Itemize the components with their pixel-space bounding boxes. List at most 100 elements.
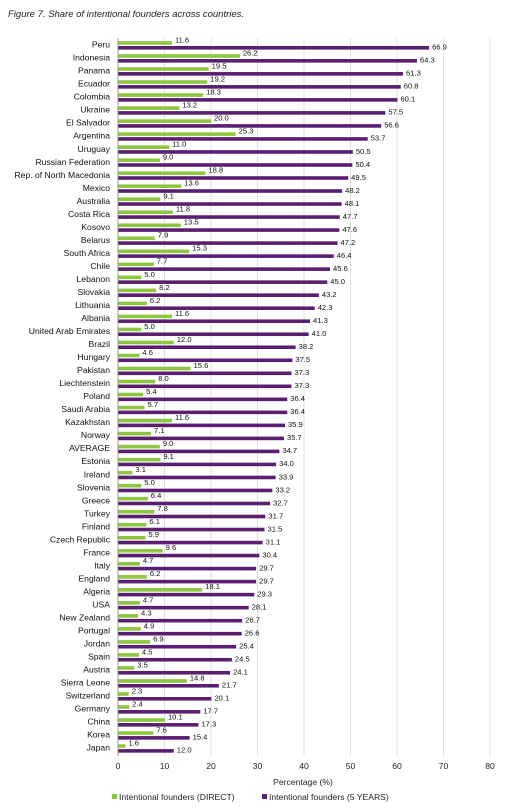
data-label-5-years: 48.2 bbox=[345, 186, 360, 195]
bar-5-years bbox=[118, 501, 271, 506]
data-label-direct: 11.6 bbox=[175, 309, 189, 318]
bar-5-years bbox=[118, 488, 273, 493]
data-label-direct: 18.8 bbox=[208, 166, 223, 175]
data-label-5-years: 38.2 bbox=[299, 342, 314, 351]
data-label-direct: 9.0 bbox=[163, 439, 174, 448]
category-label: Saudi Arabia bbox=[61, 404, 110, 414]
data-label-5-years: 25.4 bbox=[239, 642, 254, 651]
data-label-5-years: 36.4 bbox=[290, 407, 305, 416]
data-label-direct: 4.7 bbox=[143, 595, 154, 604]
category-label: Uruguay bbox=[78, 144, 111, 154]
data-label-5-years: 34.0 bbox=[279, 459, 294, 468]
data-label-direct: 20.0 bbox=[214, 114, 229, 123]
bar-direct bbox=[118, 548, 163, 553]
data-label-5-years: 60.1 bbox=[400, 95, 415, 104]
category-label: Ukraine bbox=[80, 105, 110, 115]
category-label: El Salvador bbox=[66, 118, 110, 128]
bar-direct bbox=[118, 692, 129, 696]
data-label-5-years: 17.7 bbox=[203, 707, 218, 716]
bar-5-years bbox=[118, 449, 280, 454]
bar-direct bbox=[118, 106, 180, 110]
bar-direct bbox=[118, 457, 161, 462]
data-label-direct: 15.6 bbox=[194, 361, 209, 370]
bar-direct bbox=[118, 249, 190, 254]
bars bbox=[118, 41, 430, 753]
data-label-5-years: 37.5 bbox=[295, 355, 310, 364]
category-label: Australia bbox=[77, 196, 111, 206]
category-label: Korea bbox=[87, 730, 110, 740]
data-label-direct: 19.2 bbox=[210, 74, 225, 83]
bar-5-years bbox=[118, 241, 338, 245]
data-label-direct: 12.0 bbox=[177, 335, 192, 344]
gridlines bbox=[117, 38, 491, 757]
data-label-5-years: 37.3 bbox=[294, 381, 309, 390]
x-axis-title: Percentage (%) bbox=[273, 777, 333, 787]
data-label-direct: 9.1 bbox=[163, 452, 174, 461]
data-label-5-years: 47.2 bbox=[340, 238, 355, 247]
category-label: Austria bbox=[83, 665, 110, 675]
bar-direct bbox=[118, 262, 154, 267]
bar-5-years bbox=[118, 514, 266, 519]
bar-5-years bbox=[118, 319, 311, 324]
category-label: Kazakhstan bbox=[65, 417, 110, 427]
bar-5-years bbox=[118, 631, 242, 636]
bar-direct bbox=[118, 327, 142, 332]
data-label-5-years: 21.7 bbox=[222, 681, 237, 690]
data-label-5-years: 48.1 bbox=[345, 199, 360, 208]
bar-direct bbox=[118, 366, 191, 371]
data-label-5-years: 47.7 bbox=[343, 212, 358, 221]
bar-direct bbox=[118, 744, 126, 748]
category-label: Mexico bbox=[83, 183, 110, 193]
data-label-5-years: 42.3 bbox=[318, 303, 333, 312]
bar-direct bbox=[118, 67, 209, 71]
data-label-5-years: 56.6 bbox=[384, 121, 399, 130]
category-label: Chile bbox=[90, 261, 110, 271]
data-label-direct: 6.9 bbox=[153, 634, 164, 643]
data-label-5-years: 47.6 bbox=[342, 225, 357, 234]
category-label: Kosovo bbox=[81, 222, 110, 232]
data-label-5-years: 60.8 bbox=[404, 82, 419, 91]
data-label-5-years: 61.3 bbox=[406, 69, 421, 78]
bar-5-years bbox=[118, 723, 199, 727]
data-label-5-years: 12.0 bbox=[177, 746, 192, 755]
legend-label-direct: Intentional founders (DIRECT) bbox=[119, 792, 235, 802]
bar-direct bbox=[118, 340, 174, 345]
data-label-direct: 5.9 bbox=[148, 530, 159, 539]
bar-5-years bbox=[118, 189, 343, 193]
bar-direct bbox=[118, 431, 152, 436]
category-label: Estonia bbox=[81, 456, 110, 466]
bar-direct bbox=[118, 275, 142, 280]
bar-5-years bbox=[118, 527, 265, 532]
data-label-direct: 3.5 bbox=[137, 660, 148, 669]
bar-direct bbox=[118, 54, 240, 58]
data-label-direct: 10.1 bbox=[168, 712, 183, 721]
data-label-5-years: 15.4 bbox=[193, 733, 208, 742]
bar-5-years bbox=[118, 111, 386, 115]
category-label: South Africa bbox=[64, 248, 111, 258]
bar-direct bbox=[118, 80, 208, 84]
category-label: Colombia bbox=[74, 92, 111, 102]
bar-direct bbox=[118, 588, 203, 592]
data-label-direct: 9.0 bbox=[163, 153, 174, 162]
category-label: Russian Federation bbox=[35, 157, 110, 167]
data-label-5-years: 57.5 bbox=[388, 108, 403, 117]
bar-5-years bbox=[118, 423, 285, 428]
x-tick-label: 60 bbox=[392, 761, 402, 771]
bar-direct bbox=[118, 562, 140, 566]
category-label: France bbox=[83, 547, 110, 557]
category-label: Brazil bbox=[89, 339, 111, 349]
bar-5-years bbox=[118, 670, 231, 675]
data-label-5-years: 31.5 bbox=[267, 524, 282, 533]
bar-5-years bbox=[118, 371, 292, 376]
data-label-direct: 5.0 bbox=[144, 478, 155, 487]
bar-5-years bbox=[118, 566, 257, 571]
category-label: United Arab Emirates bbox=[29, 326, 110, 336]
bar-direct bbox=[118, 353, 140, 358]
bar-5-years bbox=[118, 332, 309, 337]
data-label-5-years: 31.7 bbox=[268, 511, 283, 520]
bar-5-years bbox=[118, 228, 340, 232]
bar-5-years bbox=[118, 540, 263, 545]
bar-5-years bbox=[118, 605, 249, 610]
bar-direct bbox=[118, 496, 148, 501]
